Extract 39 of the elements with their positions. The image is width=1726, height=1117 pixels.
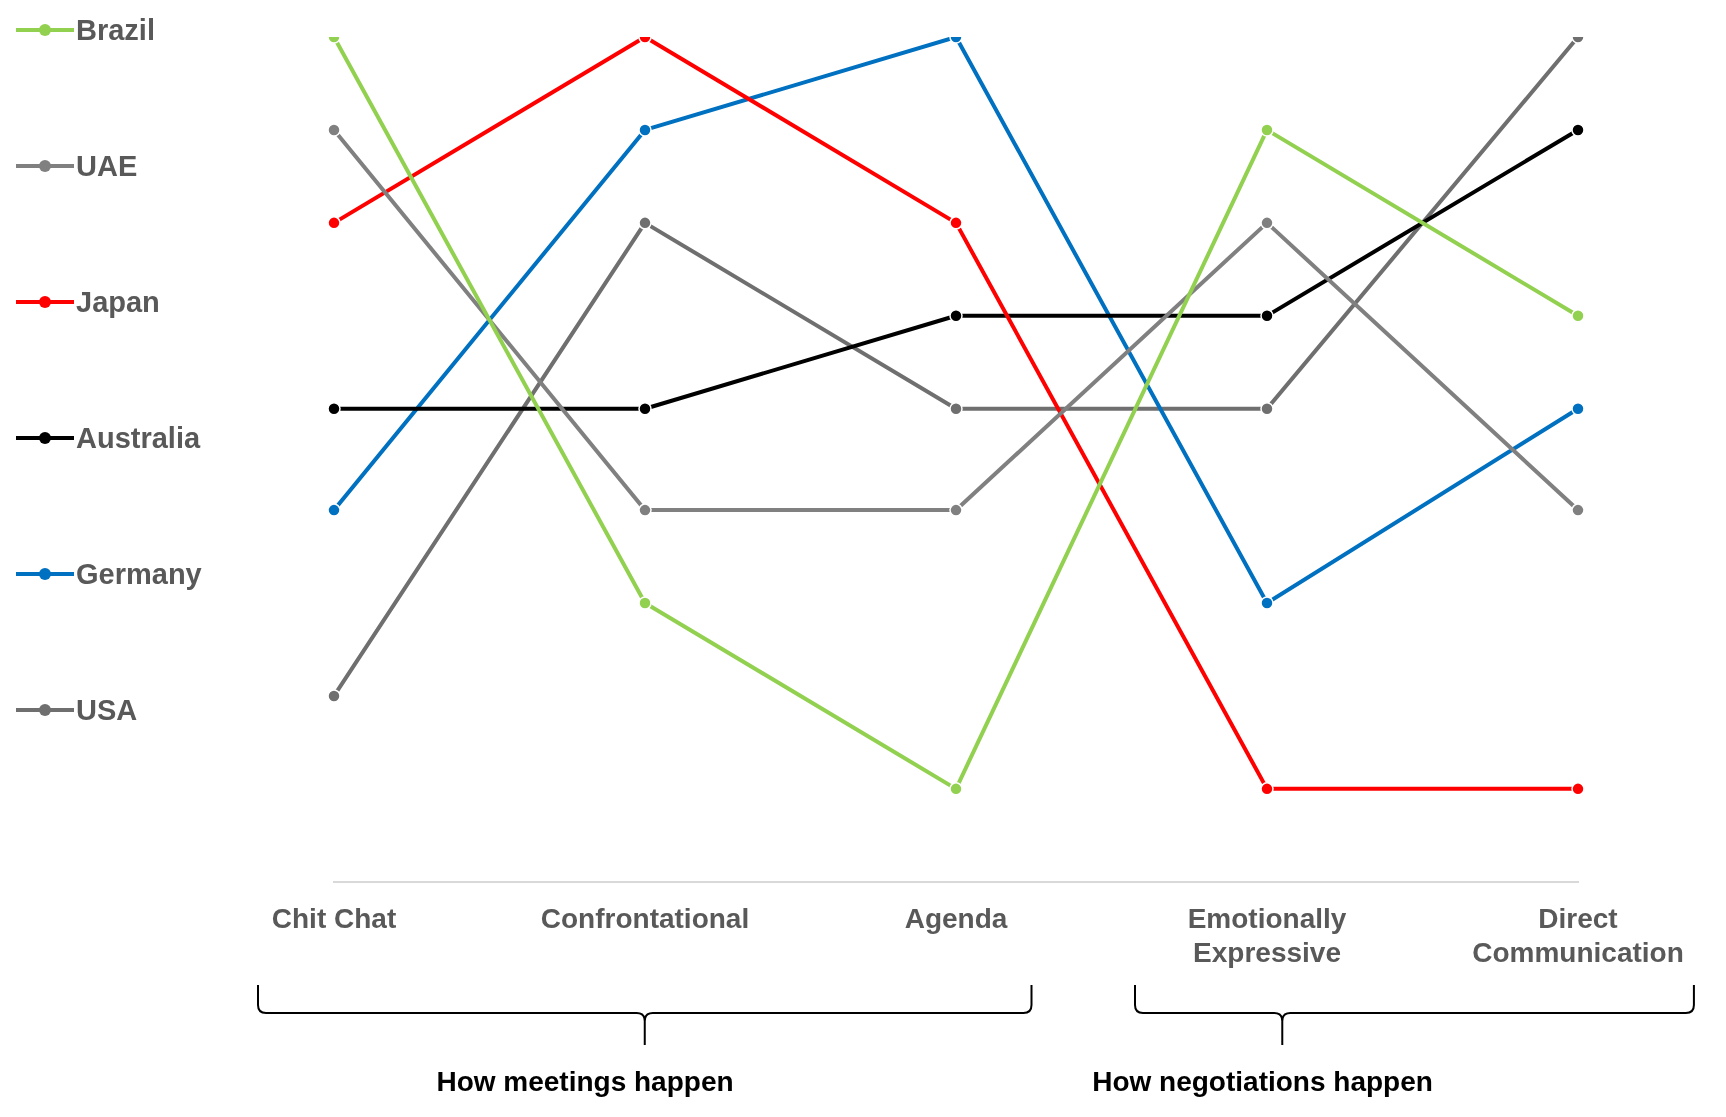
point	[949, 782, 963, 796]
x-tick-label: Chit Chat	[271, 903, 397, 935]
text: How negotiations happen	[1091, 1066, 1434, 1098]
point	[1260, 123, 1274, 137]
x-tick-label: Direct Communication	[1472, 903, 1684, 968]
point	[327, 401, 341, 416]
point	[1571, 123, 1585, 137]
legend-label: Japan	[76, 285, 160, 319]
point	[638, 401, 652, 416]
point	[1260, 596, 1274, 610]
text: How meetings happen	[435, 1066, 735, 1098]
point	[638, 596, 652, 610]
x-tick-label: Confrontational	[540, 903, 750, 935]
point	[1571, 503, 1585, 517]
point	[1260, 216, 1274, 230]
point	[949, 309, 963, 323]
point	[949, 503, 963, 517]
point	[327, 123, 341, 137]
point	[949, 216, 963, 230]
point	[1571, 401, 1585, 416]
legend-label: Brazil	[76, 13, 155, 47]
point	[638, 216, 652, 230]
legend-label: UAE	[76, 149, 138, 183]
point	[1260, 309, 1274, 323]
point	[327, 216, 341, 230]
point	[1260, 401, 1274, 416]
legend-label: Australia	[76, 421, 201, 455]
x-tick-label: Emotionally Expressive	[1187, 903, 1347, 968]
legend-label: Germany	[76, 557, 202, 591]
point	[327, 689, 341, 703]
point	[1571, 309, 1585, 323]
point	[638, 123, 652, 137]
x-tick-label: Agenda	[904, 903, 1008, 935]
point	[949, 401, 963, 416]
point	[1571, 782, 1585, 796]
point	[327, 503, 341, 517]
point	[638, 503, 652, 517]
point	[1260, 782, 1274, 796]
legend-label: USA	[76, 693, 138, 727]
